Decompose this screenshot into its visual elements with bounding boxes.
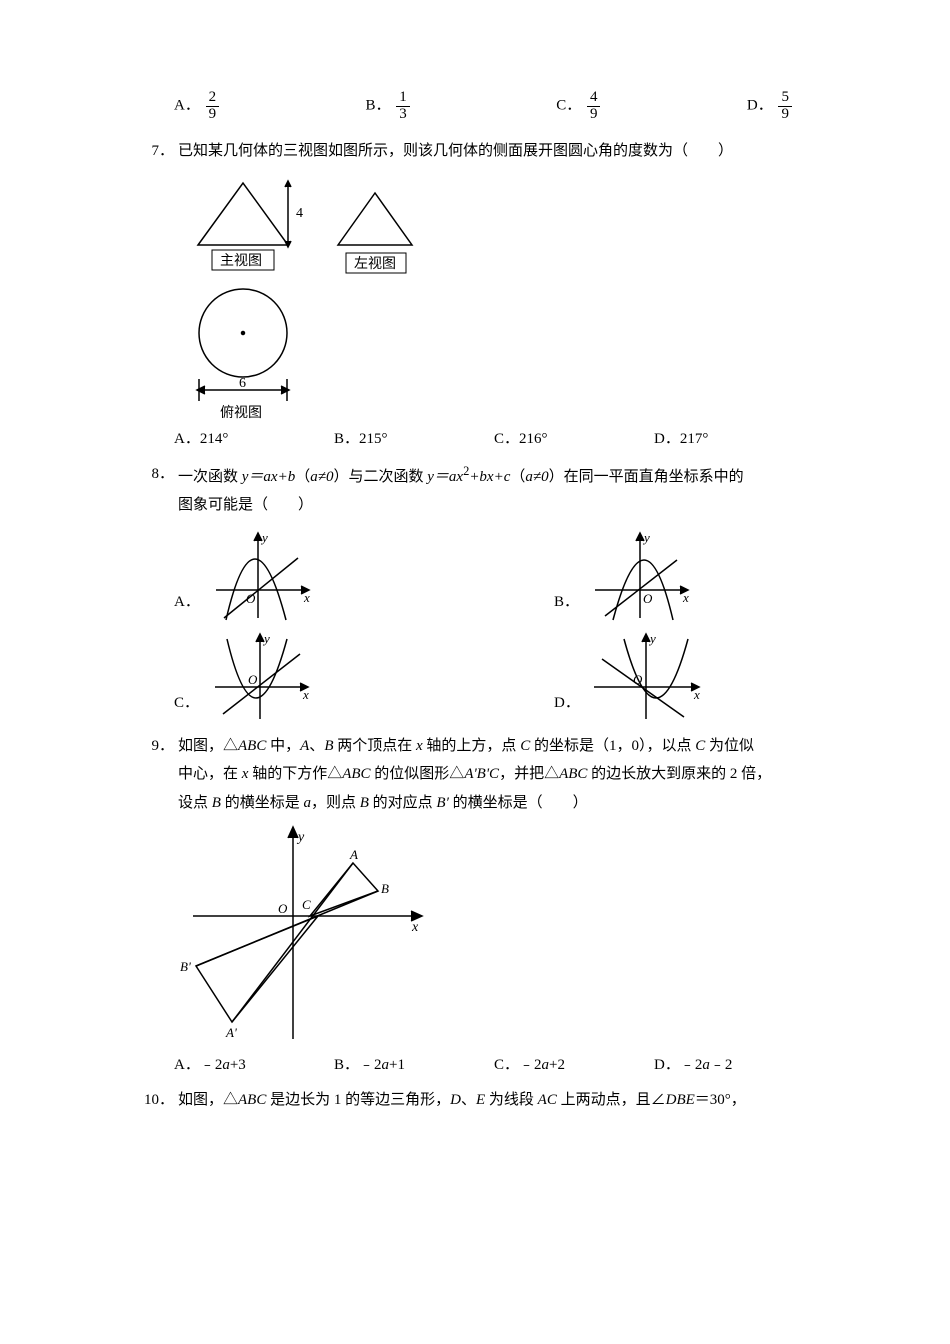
svg-text:y: y: [296, 830, 305, 845]
q8-graph-D: y x O: [586, 629, 706, 724]
q7-num: 7．: [140, 137, 178, 166]
q9: 9． 如图，△ABC 中，A、B 两个顶点在 x 轴的上方，点 C 的坐标是（1…: [140, 732, 820, 761]
opt-D-letter: D．: [747, 98, 773, 114]
q9-opt-C: C．﹣2a+2: [494, 1051, 654, 1080]
q9-line1: 如图，△ABC 中，A、B 两个顶点在 x 轴的上方，点 C 的坐标是（1，0）…: [178, 732, 820, 761]
svg-text:B: B: [381, 881, 389, 896]
q8-opt-B: B． y x O: [554, 528, 814, 623]
opt-C: C． 4 9: [556, 90, 602, 123]
opt-C-frac: 4 9: [587, 90, 601, 123]
q7-stem: 已知某几何体的三视图如图所示，则该几何体的侧面展开图圆心角的度数为（ ）: [178, 137, 820, 166]
q7-opt-A: A．214°: [174, 425, 334, 454]
svg-text:O: O: [248, 672, 258, 687]
q8-graph-A: y x O: [206, 528, 316, 623]
q8-option-graphs: A． y x O B．: [174, 528, 814, 724]
q-prev-options: A． 2 9 B． 1 3 C． 4 9 D． 5 9: [174, 90, 794, 123]
svg-text:O: O: [633, 672, 643, 687]
q7-height-label: 4: [296, 206, 303, 221]
opt-A-letter: A．: [174, 98, 200, 114]
q8: 8． 一次函数 y＝ax+b（a≠0）与二次函数 y＝ax2+bx+c（a≠0）…: [140, 460, 820, 492]
svg-text:C: C: [302, 897, 311, 912]
q7-options: A．214° B．215° C．216° D．217°: [174, 425, 814, 454]
q7: 7． 已知某几何体的三视图如图所示，则该几何体的侧面展开图圆心角的度数为（ ）: [140, 137, 820, 166]
svg-text:x: x: [303, 590, 310, 605]
q7-opt-D: D．217°: [654, 425, 814, 454]
q8-opt-C: C． y x O: [174, 629, 494, 724]
svg-text:y: y: [260, 530, 268, 545]
opt-D-frac: 5 9: [778, 90, 792, 123]
svg-text:O: O: [643, 591, 653, 606]
q8-opt-A: A． y x O: [174, 528, 494, 623]
q7-opt-B: B．215°: [334, 425, 494, 454]
q7-width-label: 6: [239, 376, 246, 391]
q10-num: 10．: [140, 1086, 178, 1115]
q8-stem-line1: 一次函数 y＝ax+b（a≠0）与二次函数 y＝ax2+bx+c（a≠0）在同一…: [178, 460, 820, 492]
svg-text:x: x: [682, 590, 689, 605]
q7-three-views: 4 6 主视图 左视图 俯视图: [140, 165, 820, 425]
opt-A-frac: 2 9: [206, 90, 220, 123]
q10: 10． 如图，△ABC 是边长为 1 的等边三角形，D、E 为线段 AC 上两动…: [140, 1086, 820, 1115]
svg-text:y: y: [648, 631, 656, 646]
svg-text:y: y: [642, 530, 650, 545]
q7-opt-C: C．216°: [494, 425, 654, 454]
q9-line2: 中心，在 x 轴的下方作△ABC 的位似图形△A'B'C，并把△ABC 的边长放…: [140, 760, 820, 789]
q9-opt-B: B．﹣2a+1: [334, 1051, 494, 1080]
opt-C-letter: C．: [556, 98, 581, 114]
q7-left-label: 左视图: [354, 256, 396, 272]
q9-line3: 设点 B 的横坐标是 a，则点 B 的对应点 B′ 的横坐标是（ ）: [140, 789, 820, 818]
opt-A: A． 2 9: [174, 90, 221, 123]
q9-figure: y x O C A B A' B': [140, 821, 820, 1051]
q9-options: A．﹣2a+3 B．﹣2a+1 C．﹣2a+2 D．﹣2a﹣2: [174, 1051, 814, 1080]
q9-opt-D: D．﹣2a﹣2: [654, 1051, 814, 1080]
q8-graph-B: y x O: [585, 528, 695, 623]
q9-num: 9．: [140, 732, 178, 761]
svg-text:x: x: [693, 687, 700, 702]
svg-text:x: x: [302, 687, 309, 702]
q7-main-label: 主视图: [220, 253, 262, 269]
opt-D: D． 5 9: [747, 90, 794, 123]
opt-B-letter: B．: [366, 98, 391, 114]
opt-B-frac: 1 3: [396, 90, 410, 123]
opt-B: B． 1 3: [366, 90, 412, 123]
q8-opt-D: D． y x O: [554, 629, 814, 724]
svg-text:A: A: [349, 847, 358, 862]
q8-graph-C: y x O: [205, 629, 315, 724]
q7-top-label: 俯视图: [220, 405, 262, 421]
q8-num: 8．: [140, 460, 178, 492]
svg-text:O: O: [278, 901, 288, 916]
svg-text:O: O: [246, 591, 256, 606]
svg-text:A': A': [225, 1025, 237, 1040]
q8-stem-line2: 图象可能是（ ）: [140, 491, 820, 520]
svg-text:y: y: [262, 631, 270, 646]
svg-text:x: x: [411, 920, 419, 935]
q10-line: 如图，△ABC 是边长为 1 的等边三角形，D、E 为线段 AC 上两动点，且∠…: [178, 1086, 820, 1115]
q9-opt-A: A．﹣2a+3: [174, 1051, 334, 1080]
svg-text:B': B': [180, 959, 191, 974]
